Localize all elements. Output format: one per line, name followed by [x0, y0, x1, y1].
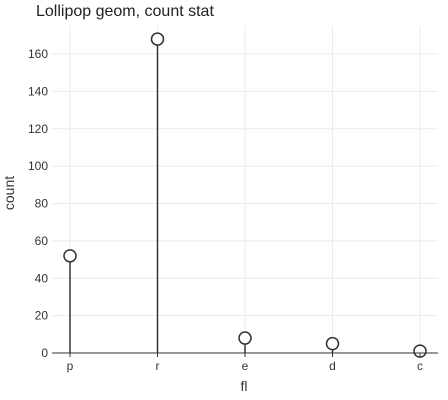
x-tick-label: p	[67, 359, 74, 373]
x-axis-label: fl	[241, 378, 248, 394]
lollipop-point	[238, 331, 252, 345]
y-tick-label: 120	[28, 122, 48, 136]
lollipop-point	[413, 344, 427, 358]
y-tick-label: 100	[28, 159, 48, 173]
y-tick-label: 140	[28, 84, 48, 98]
y-tick-label: 160	[28, 47, 48, 61]
axes: 0 20 40 60 80 100 120 140 160 p r e d c	[28, 47, 438, 373]
grid	[52, 26, 438, 353]
y-axis-ticks: 0 20 40 60 80 100 120 140 160	[28, 47, 48, 360]
x-tick-label: c	[417, 359, 423, 373]
lollipop-point	[150, 32, 165, 46]
y-tick-label: 80	[35, 197, 49, 211]
lollipop-point	[325, 336, 340, 351]
y-axis-label: count	[1, 176, 17, 210]
lollipops	[63, 32, 427, 358]
y-tick-label: 40	[35, 271, 49, 285]
x-tick-label: d	[329, 359, 336, 373]
y-tick-label: 60	[35, 234, 49, 248]
x-tick-label: e	[242, 359, 249, 373]
x-tick-label: r	[156, 359, 160, 373]
chart-title: Lollipop geom, count stat	[36, 3, 214, 20]
y-tick-label: 20	[35, 309, 49, 323]
lollipop-point	[63, 249, 77, 263]
y-tick-label: 0	[41, 346, 48, 360]
